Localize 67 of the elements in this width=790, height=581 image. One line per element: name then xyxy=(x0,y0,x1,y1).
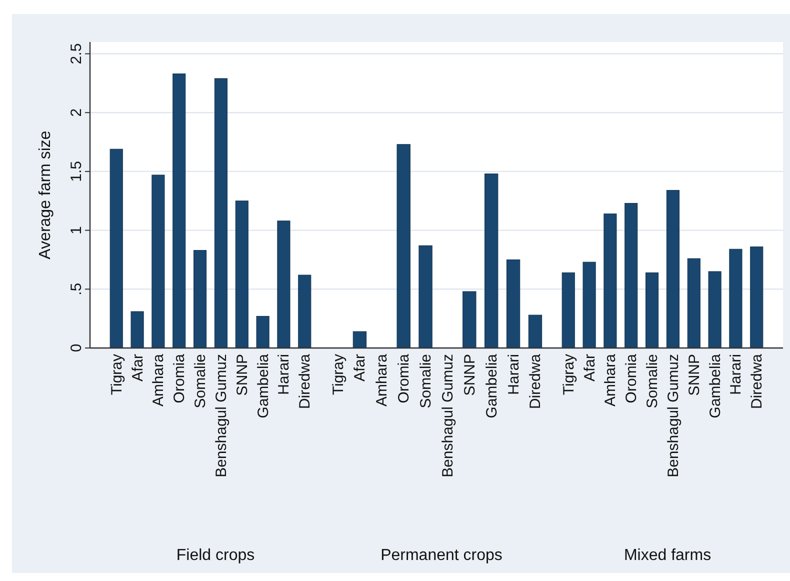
x-tick-label: Harari xyxy=(505,354,522,395)
y-axis-title: Average farm size xyxy=(37,130,54,260)
x-tick-label: Diredwa xyxy=(296,353,314,410)
bar xyxy=(708,271,722,348)
x-tick-label: Gambelia xyxy=(706,353,724,418)
bar xyxy=(396,144,410,348)
x-tick-label: Gambelia xyxy=(483,353,500,418)
bar xyxy=(729,248,742,348)
x-tick-label: Diredwa xyxy=(748,353,766,410)
y-tick-label: 1 xyxy=(68,226,85,234)
x-axis-title: Permanent crops xyxy=(380,547,502,564)
bar xyxy=(277,220,290,348)
bar xyxy=(235,200,248,348)
x-tick-label: Harari xyxy=(276,354,293,395)
bar xyxy=(666,190,680,348)
x-tick-label: Somalie xyxy=(644,354,662,408)
x-tick-label: Oromia xyxy=(171,353,188,404)
x-tick-label: Oromia xyxy=(396,353,413,404)
x-tick-label: Benshagul Gumuz xyxy=(439,354,456,478)
bar xyxy=(646,272,659,348)
x-tick-label: Somalie xyxy=(192,354,210,408)
x-axis-title: Field crops xyxy=(176,547,255,564)
x-tick-label: Tigray xyxy=(560,354,578,396)
bar xyxy=(506,259,520,348)
bar xyxy=(110,148,123,348)
y-tick-label: 2.5 xyxy=(68,43,85,64)
bar xyxy=(352,331,367,348)
x-tick-label: Amhara xyxy=(374,353,391,407)
x-tick-label: Afar xyxy=(581,354,598,382)
y-tick-label: 1.5 xyxy=(68,161,85,182)
y-tick-label: 0 xyxy=(68,344,85,352)
x-tick-label: SNNP xyxy=(234,354,251,396)
x-tick-label: Afar xyxy=(352,354,369,382)
x-tick-label: Benshagul Gumuz xyxy=(664,354,682,478)
bar xyxy=(130,311,144,348)
bar xyxy=(750,246,764,348)
y-tick-label: .5 xyxy=(68,282,85,296)
bar xyxy=(604,214,617,348)
x-tick-label: Harari xyxy=(728,354,745,395)
x-tick-label: Afar xyxy=(129,354,146,382)
bar xyxy=(418,245,432,348)
x-axis-title: Mixed farms xyxy=(624,547,712,564)
bar xyxy=(172,74,186,348)
x-tick-label: Tigray xyxy=(108,354,126,396)
bar xyxy=(484,174,498,348)
bar xyxy=(194,250,207,348)
x-tick-label: SNNP xyxy=(686,354,703,396)
bar xyxy=(582,262,596,348)
x-tick-label: Gambelia xyxy=(254,353,272,418)
x-tick-label: Oromia xyxy=(623,353,640,404)
bar xyxy=(562,272,575,348)
bar xyxy=(298,274,312,348)
x-tick-label: Benshagul Gumuz xyxy=(212,354,230,478)
x-tick-label: Diredwa xyxy=(527,353,544,410)
bar xyxy=(687,258,700,348)
bar xyxy=(462,291,476,348)
x-tick-label: Tigray xyxy=(330,354,347,396)
y-tick-label: 2 xyxy=(68,108,85,117)
bar xyxy=(214,78,228,348)
bar xyxy=(152,174,165,348)
bar xyxy=(528,314,542,348)
bar xyxy=(256,316,270,348)
x-tick-label: SNNP xyxy=(461,354,478,396)
bar xyxy=(624,202,638,348)
x-tick-label: Somalie xyxy=(418,354,435,408)
x-tick-label: Amhara xyxy=(150,353,168,407)
x-tick-label: Amhara xyxy=(602,353,620,407)
